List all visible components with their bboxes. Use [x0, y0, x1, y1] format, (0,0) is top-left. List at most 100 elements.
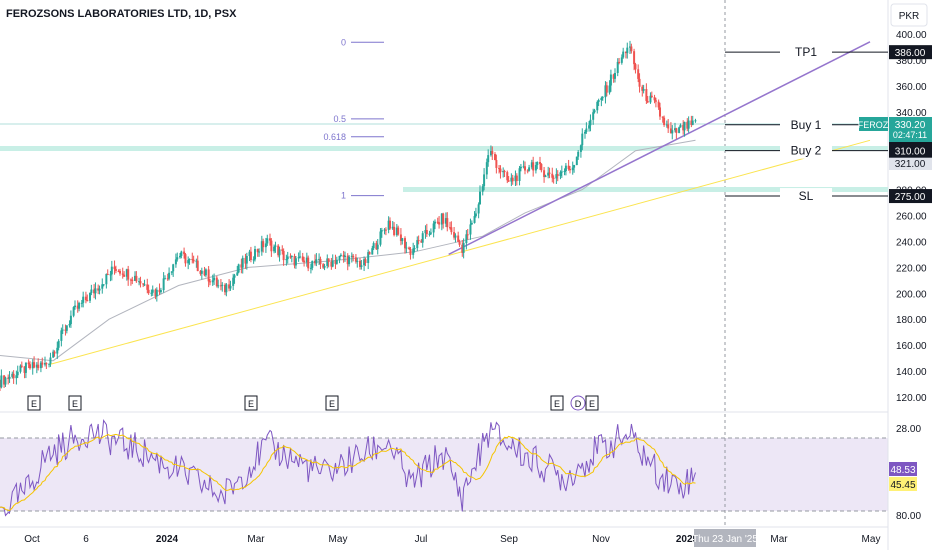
candle-body: [405, 247, 408, 249]
candle-body: [429, 232, 432, 234]
candle-body: [522, 166, 525, 168]
candle-body: [102, 284, 105, 286]
crosshair-time-badge: [694, 529, 756, 547]
candle-body: [384, 229, 387, 231]
candle-body: [600, 98, 603, 101]
candle-body: [466, 234, 469, 236]
candle-body: [560, 171, 563, 173]
candle-body: [588, 125, 591, 129]
candle-body: [604, 85, 607, 98]
candle-body: [4, 377, 7, 385]
candle-body: [555, 174, 558, 179]
candle-body: [311, 260, 314, 268]
candle-body: [294, 258, 297, 266]
candle-body: [209, 281, 211, 283]
candle-body: [339, 254, 342, 256]
price-badge-label: 321.00: [895, 159, 926, 170]
dividend-marker[interactable]: [570, 395, 586, 411]
candle-body: [567, 165, 570, 170]
candle-body: [438, 222, 441, 225]
candle-body: [248, 251, 251, 256]
candle-body: [679, 124, 682, 128]
candle-body: [387, 220, 390, 230]
candle-body: [364, 259, 367, 264]
candle-body: [491, 151, 494, 155]
moving-average-line: [0, 139, 696, 362]
candle-body: [686, 121, 689, 129]
candle-body: [334, 260, 337, 264]
candle-body: [319, 258, 322, 265]
price-tick: 120.00: [896, 393, 927, 404]
candle-body: [199, 271, 202, 274]
candle-body: [307, 257, 310, 269]
level-label-bg: [780, 188, 832, 205]
candle-body: [101, 284, 104, 289]
price-tick: 380.00: [896, 56, 927, 67]
candle-body: [159, 290, 162, 293]
earnings-marker[interactable]: [68, 395, 82, 411]
candle-body: [76, 305, 79, 309]
candle-body: [125, 269, 128, 277]
trade-levels: TP1 Buy 1 Buy 2 SL: [725, 44, 888, 205]
price-tick: 240.00: [896, 237, 927, 248]
event-marker-label: E: [554, 399, 560, 409]
candle-body: [211, 280, 214, 283]
candle-body: [174, 259, 177, 265]
candle-body: [143, 284, 146, 286]
candle-body: [322, 264, 325, 268]
candle-body: [633, 51, 636, 65]
candle-body: [356, 260, 359, 262]
candle-body: [11, 373, 14, 377]
event-marker-label: E: [248, 399, 254, 409]
candle-body: [575, 156, 578, 166]
candle-body: [327, 258, 330, 262]
candle-body: [252, 259, 255, 261]
candle-body: [654, 100, 657, 102]
candle-body: [450, 227, 453, 233]
candle-body: [264, 243, 267, 248]
earnings-marker[interactable]: [585, 395, 599, 411]
time-tick: 2024: [156, 534, 179, 545]
candle-body: [338, 255, 341, 260]
candle-body: [479, 191, 481, 205]
candle-body: [592, 112, 595, 120]
candle-body: [78, 303, 81, 309]
time-axis[interactable]: Oct 6 2024 Mar May Jul Sep Nov 2025 Mar May: [24, 534, 880, 545]
candle-body: [612, 74, 615, 79]
candle-body: [249, 251, 252, 260]
candle-body: [634, 64, 637, 70]
earnings-marker[interactable]: [550, 395, 564, 411]
level-label: Buy 2: [791, 144, 822, 158]
candle-body: [360, 265, 363, 267]
candle-body: [425, 229, 428, 235]
candle-body: [510, 177, 513, 182]
symbol-badge: [859, 117, 888, 131]
candle-body: [204, 269, 207, 276]
candle-body: [146, 284, 149, 290]
candle-body: [119, 270, 121, 274]
candle-body: [440, 213, 443, 225]
fib-retracement: 0 0.5 0.618 1: [323, 37, 384, 201]
candle-body: [487, 155, 490, 163]
candle-body: [121, 273, 124, 275]
candle-body: [453, 232, 456, 238]
candle-body: [164, 278, 166, 280]
price-axis[interactable]: 120.00 140.00 160.00 180.00 200.00 220.00 240.…: [896, 30, 927, 404]
candle-body: [207, 269, 210, 282]
candle-body: [151, 289, 154, 293]
candle-body: [485, 162, 488, 175]
candle-body: [669, 128, 672, 134]
candle-body: [622, 51, 625, 58]
earnings-marker[interactable]: [325, 395, 339, 411]
currency-button[interactable]: [890, 3, 928, 27]
candle-body: [84, 296, 87, 301]
earnings-marker[interactable]: [27, 395, 41, 411]
earnings-marker[interactable]: [244, 395, 258, 411]
candle-body: [224, 284, 226, 293]
candle-body: [624, 51, 627, 54]
candle-body: [109, 274, 112, 276]
support-trendline: [48, 139, 871, 366]
level-label-bg: [780, 44, 832, 61]
